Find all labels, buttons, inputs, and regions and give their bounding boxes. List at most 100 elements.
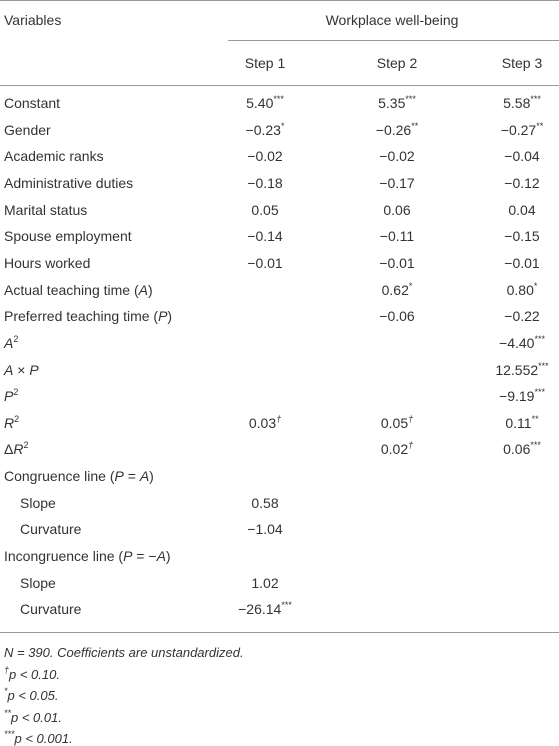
cell-value: −0.12: [504, 174, 540, 191]
text: Spouse employment: [4, 228, 132, 245]
text: ): [165, 548, 171, 565]
row-label: P2: [4, 387, 19, 405]
significance: *: [408, 280, 413, 291]
text: Actual teaching time (: [4, 281, 139, 298]
significance: ***: [273, 94, 284, 104]
italic-text: R: [4, 414, 15, 431]
cell: −0.06: [379, 308, 414, 324]
cell: 0.58: [251, 495, 278, 511]
cell-value: 0.80: [506, 281, 534, 298]
cell: 5.35***: [378, 94, 416, 112]
superscript: 2: [13, 333, 19, 344]
step-header: Step 2: [376, 55, 418, 71]
text: Slope: [20, 494, 56, 511]
row-label: Slope: [20, 575, 56, 591]
italic-text: R: [13, 441, 24, 458]
cell-value: −0.27: [500, 121, 537, 138]
cell: 0.11**: [505, 413, 539, 431]
cell: 0.80*: [506, 280, 538, 298]
italic-text: P: [114, 468, 124, 485]
cell: 1.02: [251, 575, 278, 591]
significance: †: [408, 413, 414, 424]
significance: *: [533, 280, 538, 291]
cell: −0.17: [379, 175, 414, 191]
cell: 5.40***: [246, 94, 284, 112]
row-label: Administrative duties: [4, 175, 133, 191]
significance: †: [408, 440, 414, 451]
cell: −0.01: [247, 255, 282, 271]
cell: −0.02: [247, 148, 282, 164]
row-label: Curvature: [20, 521, 81, 537]
cell-value: −1.04: [247, 521, 283, 538]
text: Curvature: [20, 521, 82, 538]
significance: ***: [534, 333, 545, 344]
top-rule: [0, 0, 559, 1]
cell: −0.26**: [376, 120, 419, 138]
superscript: 2: [23, 440, 29, 451]
significance: ***: [534, 387, 545, 398]
cell: −1.04: [247, 521, 282, 537]
cell-value: −0.01: [379, 254, 415, 271]
cell-value: 0.03: [248, 414, 277, 431]
text: =: [123, 468, 140, 485]
text: p < 0.10.: [9, 666, 60, 682]
significance: ***: [538, 360, 549, 371]
cell: 5.58***: [503, 95, 541, 112]
cell-value: 0.06: [383, 201, 411, 218]
text: Preferred teaching time (: [4, 308, 159, 325]
cell-value: 12.552: [495, 361, 539, 378]
cell: −0.22: [504, 308, 539, 324]
cell: −26.14***: [238, 601, 292, 618]
text: Gender: [4, 121, 51, 138]
superscript: **: [4, 707, 12, 718]
superscript: 2: [13, 387, 19, 398]
text: p < 0.001.: [14, 731, 73, 746]
italic-text: A: [4, 334, 14, 351]
significance: **: [536, 120, 544, 131]
cell-value: −0.04: [504, 148, 540, 165]
cell: −4.40***: [499, 333, 545, 351]
cell-value: −0.23: [245, 121, 281, 138]
cell: −0.02: [379, 148, 414, 164]
italic-text: A: [4, 361, 14, 378]
text: Administrative duties: [4, 174, 134, 191]
cell: −0.01: [379, 255, 414, 271]
cell: −0.11: [380, 228, 414, 244]
cell: −0.18: [247, 175, 282, 191]
text: ): [167, 308, 173, 325]
cell-value: −9.19: [499, 388, 535, 405]
cell-value: 5.40: [246, 95, 274, 111]
cell-value: 0.05: [251, 201, 279, 218]
row-label: A2: [4, 333, 19, 351]
text: Curvature: [20, 601, 82, 618]
cell-value: −4.40: [499, 334, 535, 351]
cell-value: 5.35: [378, 95, 406, 111]
cell: −0.12: [504, 175, 539, 191]
italic-text: P: [158, 308, 168, 325]
text: Δ: [4, 441, 14, 458]
text: Congruence line (: [4, 468, 115, 485]
cell-value: −0.11: [379, 228, 415, 245]
significance: **: [411, 120, 419, 131]
text: Academic ranks: [4, 148, 104, 165]
cell: −9.19***: [499, 387, 545, 405]
significance: **: [531, 413, 539, 424]
significance: ***: [405, 94, 416, 104]
text: Hours worked: [4, 254, 91, 271]
row-label: ΔR2: [4, 440, 29, 458]
text: Slope: [20, 574, 56, 591]
header-group: Workplace well-being: [325, 12, 459, 28]
italic-text: P: [29, 361, 39, 378]
cell: 0.02†: [381, 440, 414, 458]
cell: 0.05: [251, 202, 278, 218]
significance: *: [280, 120, 285, 131]
bottom-rule: [0, 632, 559, 633]
cell: −0.04: [504, 148, 539, 164]
row-label: Constant: [4, 95, 60, 111]
significance: ***: [530, 440, 541, 451]
footnote: N = 390. Coefficients are unstandardized…: [4, 645, 244, 660]
row-label: Spouse employment: [4, 228, 132, 244]
group-rule: [228, 40, 559, 41]
superscript: *: [4, 686, 8, 696]
